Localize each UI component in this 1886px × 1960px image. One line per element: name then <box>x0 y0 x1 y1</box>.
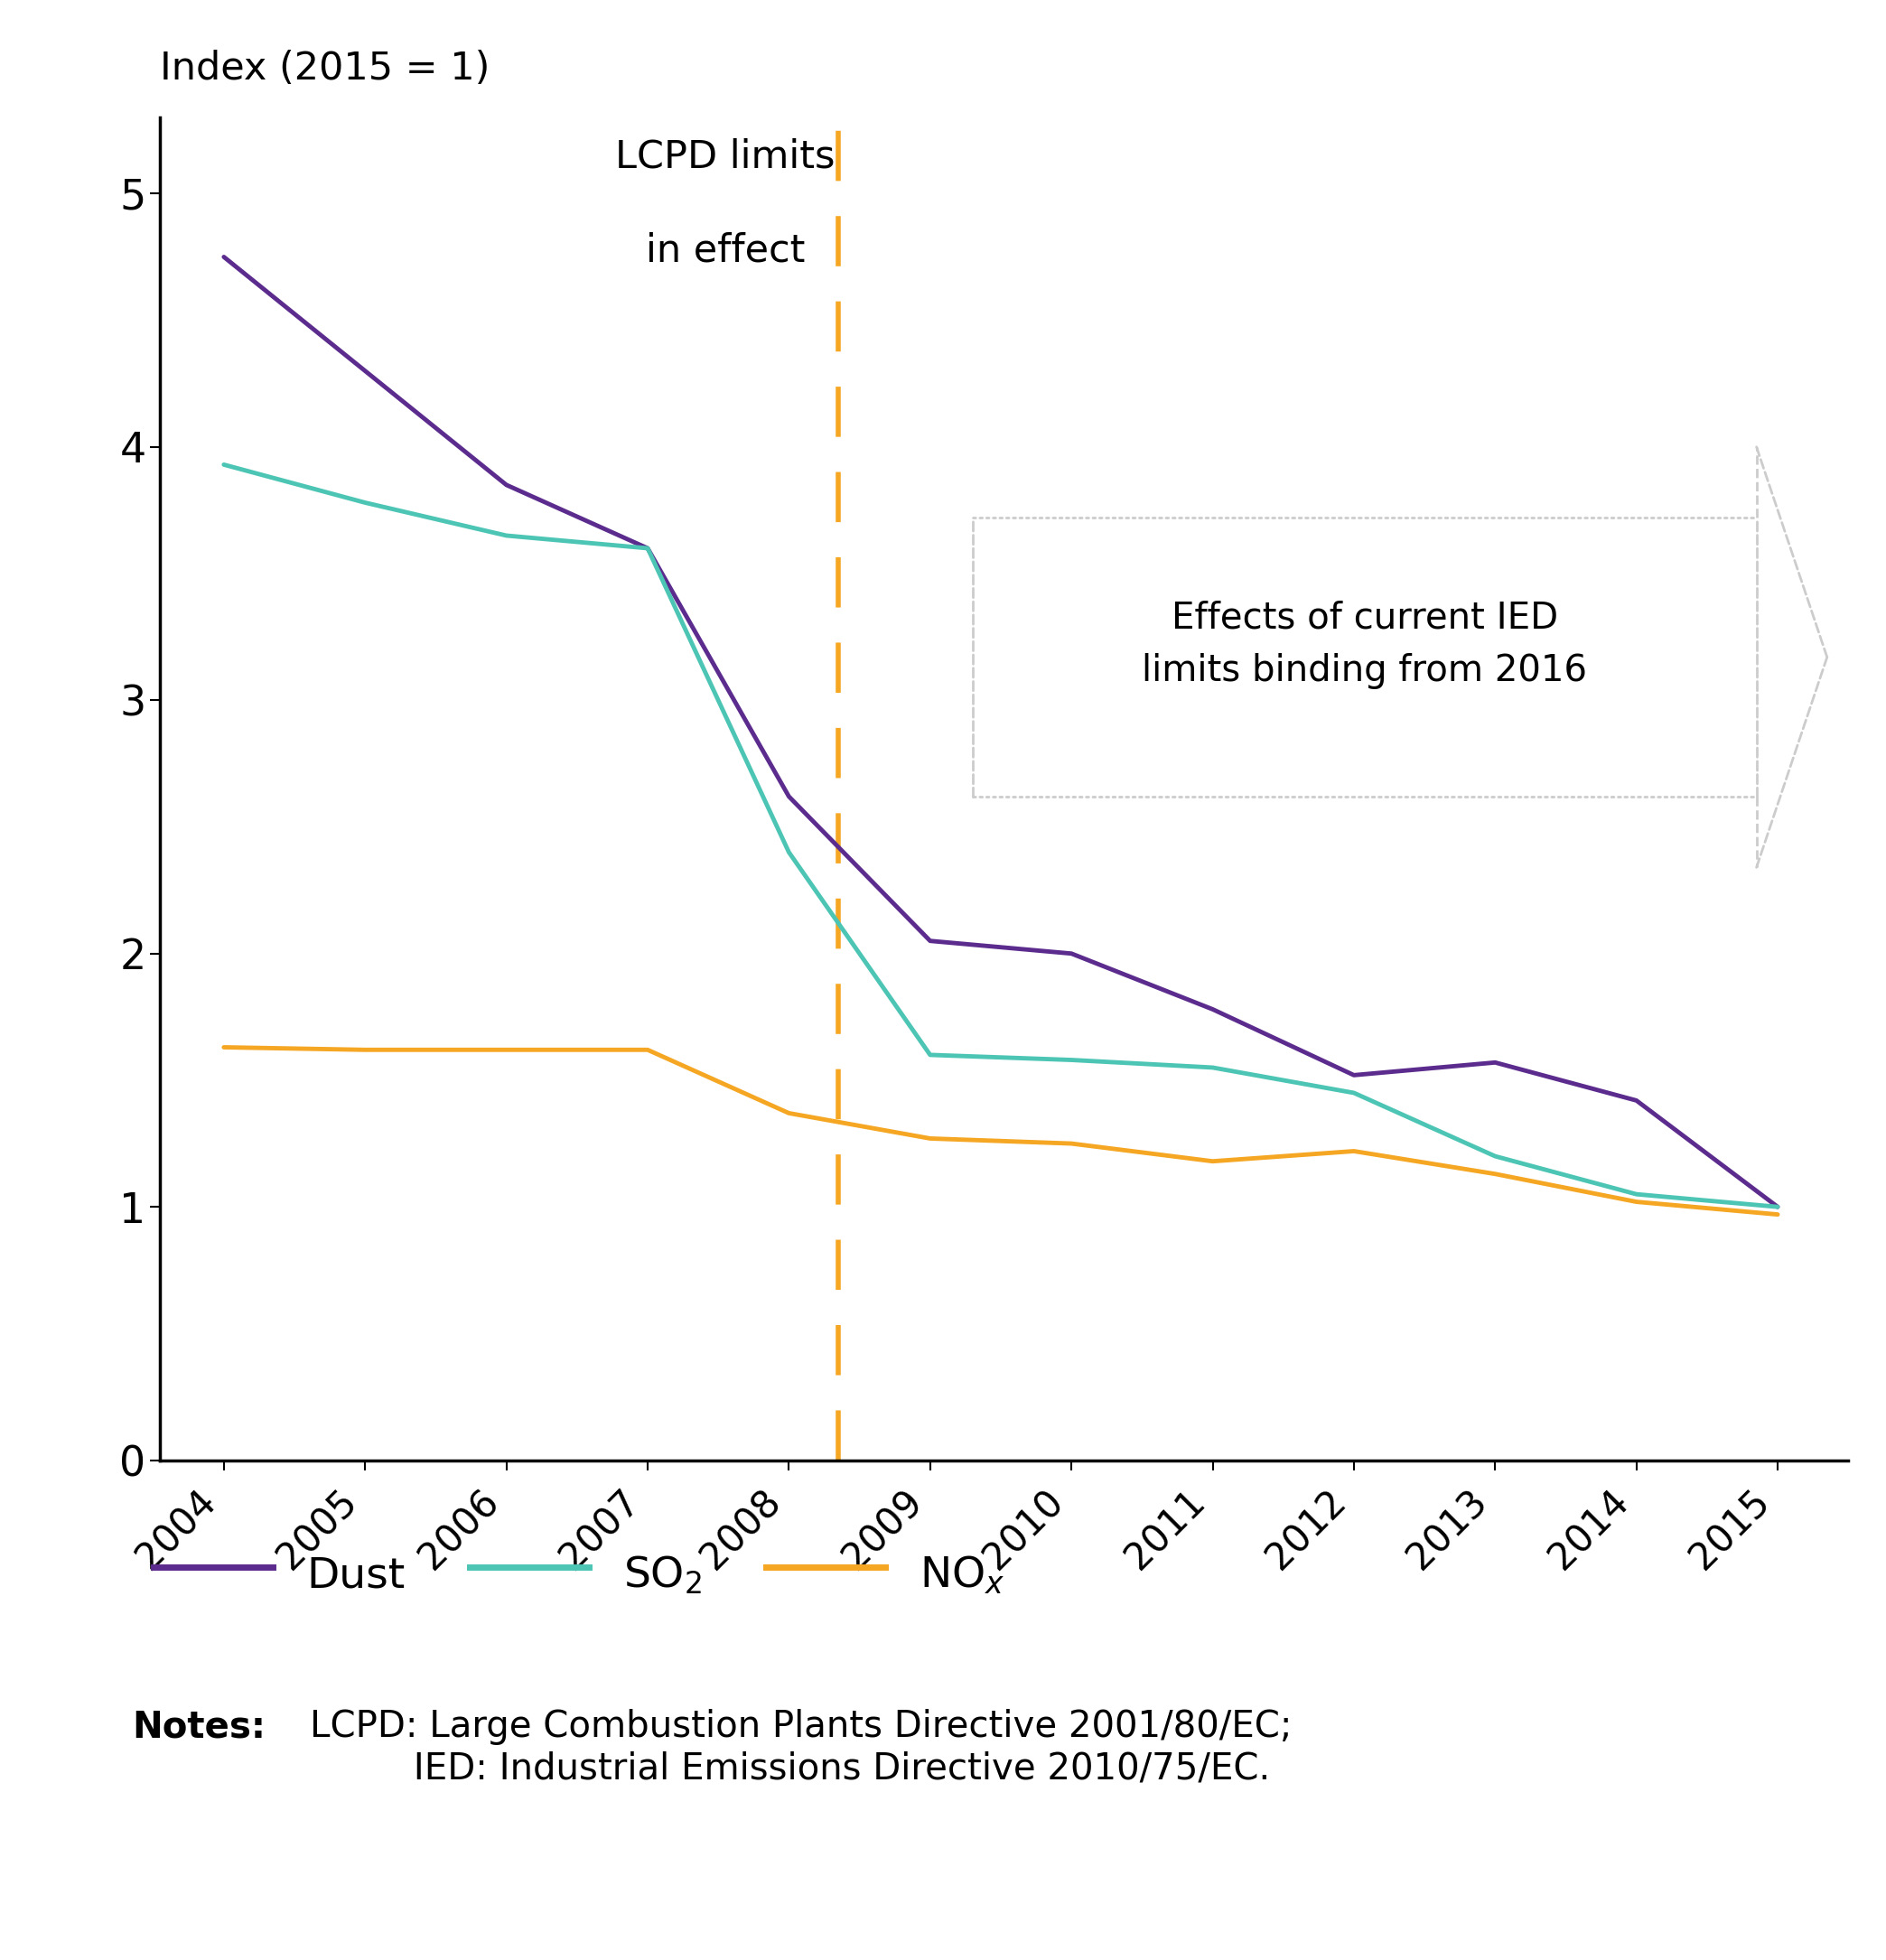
Text: Index (2015 = 1): Index (2015 = 1) <box>160 49 490 86</box>
Text: Effects of current IED
limits binding from 2016: Effects of current IED limits binding fr… <box>1141 600 1588 690</box>
Text: LCPD limits: LCPD limits <box>615 137 835 176</box>
Text: in effect: in effect <box>645 231 805 270</box>
Text: Notes:: Notes: <box>132 1709 266 1744</box>
Text: LCPD: Large Combustion Plants Directive 2001/80/EC;
         IED: Industrial Emi: LCPD: Large Combustion Plants Directive … <box>309 1709 1292 1788</box>
Legend: Dust, SO$_2$, NO$_x$: Dust, SO$_2$, NO$_x$ <box>153 1546 1005 1599</box>
